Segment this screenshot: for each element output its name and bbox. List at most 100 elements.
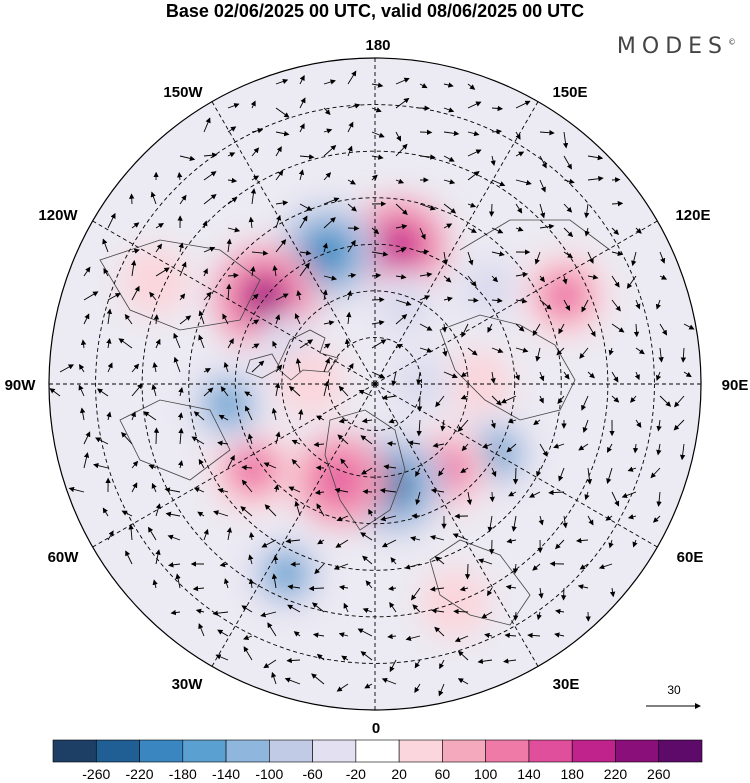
wind-arrow xyxy=(419,295,431,301)
wind-arrow xyxy=(299,154,315,160)
wind-arrow xyxy=(286,657,301,664)
colorbar-tick-label: 140 xyxy=(517,766,541,782)
wind-arrow xyxy=(68,486,85,493)
wind-arrow xyxy=(241,479,253,493)
wind-arrow xyxy=(155,549,161,565)
wind-arrow xyxy=(389,601,397,613)
wind-arrow xyxy=(632,539,638,548)
wind-arrow xyxy=(539,130,555,136)
wind-arrow xyxy=(217,629,229,637)
wind-arrow xyxy=(659,274,668,280)
wind-arrow xyxy=(170,609,181,616)
wind-arrow xyxy=(388,585,397,592)
wind-arrow xyxy=(635,299,641,310)
wind-arrow xyxy=(340,458,349,469)
wind-arrow xyxy=(298,169,305,181)
wind-arrow xyxy=(130,259,137,277)
wind-arrow xyxy=(491,179,506,187)
wind-arrow xyxy=(103,268,109,277)
lon-label-60w: 60W xyxy=(48,549,80,566)
wind-arrow xyxy=(443,155,455,162)
wind-arrow xyxy=(251,293,259,301)
wind-arrow xyxy=(251,175,260,181)
wind-arrow xyxy=(491,395,502,406)
wind-arrow xyxy=(179,293,186,301)
wind-arrow xyxy=(487,515,493,533)
colorbar-tick-label: 100 xyxy=(474,766,498,782)
map-border xyxy=(48,57,702,711)
wind-arrow xyxy=(586,467,593,485)
wind-arrow xyxy=(130,411,136,421)
wind-arrow xyxy=(443,203,457,214)
wind-arrow xyxy=(361,418,373,424)
wind-arrow xyxy=(440,419,446,432)
wind-arrow xyxy=(439,659,445,670)
wind-arrow xyxy=(357,628,373,637)
wind-arrow xyxy=(173,332,181,349)
wind-arrow xyxy=(371,272,382,279)
wind-arrow xyxy=(247,433,254,445)
wind-arrow xyxy=(582,419,589,433)
wind-arrow xyxy=(466,491,473,506)
wind-arrow xyxy=(179,155,196,161)
wind-arrow xyxy=(347,121,354,133)
wind-arrow xyxy=(443,371,458,379)
wind-arrow xyxy=(322,242,328,253)
wind-arrow xyxy=(152,579,158,589)
wind-arrow xyxy=(674,395,685,408)
lon-label-180: 180 xyxy=(365,37,390,54)
wind-arrow xyxy=(107,292,121,301)
wind-arrow xyxy=(275,107,290,118)
anomaly-field xyxy=(120,196,609,638)
wind-arrow xyxy=(251,343,260,349)
wind-arrow xyxy=(203,387,214,397)
colorbar-tick-label: -100 xyxy=(255,766,283,782)
wind-arrow xyxy=(488,203,495,217)
wind-arrow xyxy=(534,251,541,265)
lon-label-120w: 120W xyxy=(38,207,78,224)
wind-arrow xyxy=(275,431,281,445)
wind-arrow xyxy=(434,556,445,565)
wind-arrow xyxy=(347,203,357,212)
wind-arrow xyxy=(125,550,133,565)
wind-arrow xyxy=(454,635,469,642)
wind-arrow xyxy=(584,491,590,501)
wind-arrow xyxy=(539,203,546,219)
wind-arrow xyxy=(131,285,140,301)
wind-arrow xyxy=(371,296,385,303)
wind-arrow xyxy=(536,611,542,621)
wind-arrow xyxy=(515,323,525,332)
wind-arrow xyxy=(323,172,332,181)
wind-arrow xyxy=(611,323,625,333)
wind-arrow xyxy=(177,171,183,181)
wind-arrow xyxy=(243,646,253,661)
graticule xyxy=(49,58,701,710)
wind-arrow xyxy=(155,503,161,517)
wind-arrow xyxy=(371,339,387,349)
wind-arrow xyxy=(611,250,624,257)
wind-arrow xyxy=(650,467,661,479)
anomaly-core xyxy=(467,373,488,395)
wind-arrow xyxy=(395,299,412,306)
colorbar-swatch xyxy=(615,739,660,763)
wind-arrow xyxy=(407,440,421,446)
wind-arrow xyxy=(346,311,352,325)
wind-arrow xyxy=(443,82,454,88)
lon-label-120e: 120E xyxy=(675,207,710,224)
wind-arrow xyxy=(457,650,469,661)
wind-arrow xyxy=(338,418,349,424)
wind-arrow xyxy=(263,659,277,669)
colorbar xyxy=(52,739,703,763)
wind-arrow xyxy=(347,179,356,185)
wind-arrow xyxy=(432,442,445,448)
colorbar-swatch xyxy=(485,739,530,763)
wind-arrow xyxy=(515,100,531,109)
anomaly-core xyxy=(393,294,415,316)
wind-arrow xyxy=(291,458,301,469)
wind-arrow xyxy=(419,154,436,160)
wind-arrow xyxy=(419,83,428,89)
wind-arrow xyxy=(313,441,325,448)
wind-arrow xyxy=(379,487,397,494)
wind-arrow xyxy=(539,223,555,230)
wind-arrow xyxy=(197,511,205,517)
